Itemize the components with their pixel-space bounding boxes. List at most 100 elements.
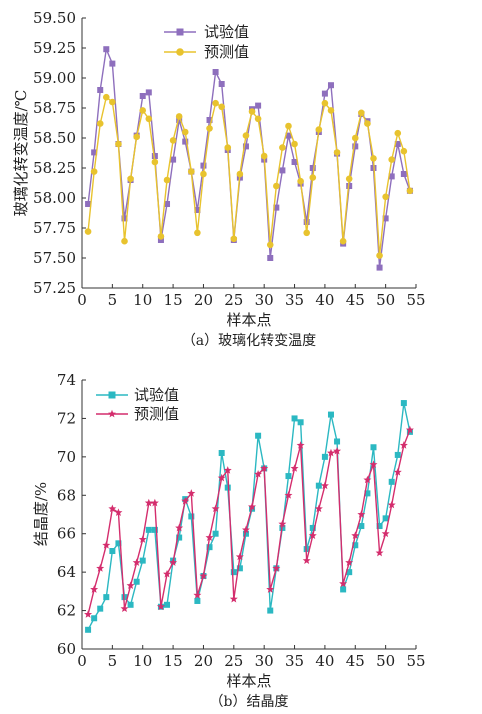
chart-a-x-tick-label: 30 bbox=[255, 291, 274, 309]
chart-b-series-2-line bbox=[87, 429, 411, 615]
chart-a-series-1-point bbox=[279, 167, 286, 174]
chart-b-y-tick-label: 64 bbox=[57, 563, 76, 581]
chart-a-y-tick-label: 58.00 bbox=[33, 189, 76, 207]
chart-a-legend-label-1: 试验值 bbox=[204, 23, 249, 41]
chart-b-series-2-point bbox=[308, 531, 317, 540]
chart-a-series-2-point bbox=[90, 168, 98, 175]
chart-a-series-2-point bbox=[388, 156, 396, 163]
chart-a-y-axis-title: 玻璃化转变温度/℃ bbox=[12, 90, 30, 217]
chart-b-series-1-point bbox=[218, 450, 225, 457]
chart-a-x-tick-label: 50 bbox=[376, 291, 395, 309]
chart-b-series-1-point bbox=[194, 597, 201, 604]
chart-a-series-2-point bbox=[382, 193, 389, 201]
chart-a-y-tick-label: 57.50 bbox=[33, 249, 76, 267]
chart-b-series-2-point bbox=[266, 585, 275, 593]
chart-b-series-1-point bbox=[139, 557, 146, 564]
chart-a-series-2-point bbox=[163, 176, 171, 184]
chart-a-legend-marker-2 bbox=[176, 48, 184, 56]
chart-b-series-1-point bbox=[206, 544, 213, 551]
chart-b-y-ticks: 60 62 64 66 68 70 72 74 bbox=[57, 371, 86, 658]
chart-a-series-1-point bbox=[291, 159, 298, 165]
chart-b-legend: 试验值 预测值 bbox=[96, 386, 179, 423]
chart-b-x-tick-label: 5 bbox=[108, 652, 118, 670]
chart-b-series-2-point bbox=[241, 525, 250, 534]
chart-a-x-tick-label: 45 bbox=[346, 291, 365, 309]
chart-b-series-2-point bbox=[375, 548, 384, 557]
chart-b-series-1-point bbox=[115, 540, 122, 547]
chart-b-y-tick-label: 68 bbox=[57, 486, 76, 504]
chart-a-series-2-point bbox=[115, 140, 122, 148]
chart-b-series-1-point bbox=[97, 605, 104, 612]
chart-b-series-1-point bbox=[236, 565, 243, 572]
chart-b-series-2-point bbox=[217, 473, 226, 482]
chart-a-series-1-point bbox=[212, 69, 219, 75]
chart-b-series-2-point bbox=[120, 604, 129, 613]
chart-a-plot-frame bbox=[81, 18, 416, 289]
chart-a-x-tick-label: 20 bbox=[194, 291, 213, 309]
chart-a-series-1-point bbox=[164, 201, 171, 207]
chart-a-caption: （a）玻璃化转变温度 bbox=[182, 332, 316, 349]
chart-a-series-2-point bbox=[358, 109, 365, 117]
chart-a-y-tick-label: 57.25 bbox=[33, 279, 76, 297]
chart-a-series-2-point bbox=[169, 137, 177, 144]
chart-a-series-2-point bbox=[157, 233, 165, 240]
chart-b-series-2-point bbox=[156, 602, 165, 611]
chart-b-series-2-point bbox=[193, 591, 202, 599]
chart-a-series-2-point bbox=[279, 144, 286, 151]
chart-b-series-2-point bbox=[132, 558, 141, 566]
chart-a-series-2-point bbox=[96, 120, 104, 127]
chart-b-series-2-point bbox=[175, 523, 184, 532]
chart-b-y-axis-title: 结晶度/% bbox=[32, 482, 50, 546]
chart-a-series bbox=[84, 46, 414, 271]
chart-a-series-1-point bbox=[242, 143, 249, 150]
chart-b-series-1-point bbox=[321, 453, 328, 460]
chart-b-series-1-point bbox=[145, 526, 152, 533]
chart-a-series-2-point bbox=[327, 107, 335, 114]
chart-a-series-1-point bbox=[352, 143, 359, 150]
chart-b-series-1-point bbox=[388, 478, 395, 485]
chart-a-y-tick-label: 58.50 bbox=[33, 129, 76, 147]
chart-a-series-1 bbox=[85, 46, 413, 271]
chart-b-series-2-point bbox=[320, 481, 329, 490]
chart-b-series-1-point bbox=[327, 411, 334, 418]
chart-b-series-2-point bbox=[345, 558, 354, 566]
chart-b-x-axis-title: 样本点 bbox=[226, 672, 271, 690]
chart-a-series-1-point bbox=[91, 149, 98, 156]
chart-a-series-2-point bbox=[248, 108, 256, 115]
chart-a-series-2-point bbox=[400, 147, 408, 155]
chart-b-series-1-point bbox=[109, 548, 116, 555]
chart-b-y-tick-label: 70 bbox=[57, 448, 76, 466]
chart-a-series-1-point bbox=[182, 138, 189, 145]
chart-b-x-tick-label: 20 bbox=[194, 652, 213, 670]
chart-a-series-1-point bbox=[321, 90, 328, 97]
chart-b-series-1-point bbox=[164, 601, 171, 608]
chart-b-series-1-point bbox=[297, 419, 304, 426]
chart-a-legend: 试验值 预测值 bbox=[164, 23, 249, 61]
chart-a-series-2-point bbox=[266, 241, 274, 249]
chart-a-x-tick-label: 25 bbox=[224, 291, 243, 309]
chart-a-y-ticks: 57.25 57.50 57.75 58.00 58.25 58.50 58.75 59.00… bbox=[33, 9, 86, 297]
chart-a-series-1-point bbox=[273, 204, 280, 211]
chart-b-y-tick-label: 60 bbox=[57, 640, 76, 658]
chart-a-series-1-line bbox=[87, 46, 411, 268]
chart-b-series-1-point bbox=[340, 586, 347, 593]
chart-a-series-1-point bbox=[157, 237, 164, 243]
chart-a-series-2-point bbox=[145, 115, 153, 123]
chart-a-series-1-point bbox=[303, 219, 310, 225]
chart-a-y-tick-label: 59.00 bbox=[33, 69, 76, 87]
chart-a-series-1-point bbox=[176, 117, 183, 123]
chart-b-series-1-point bbox=[133, 578, 140, 585]
chart-a-series-2-point bbox=[181, 128, 189, 136]
chart-a-y-tick-label: 59.50 bbox=[33, 9, 76, 27]
chart-a-series-2-point bbox=[406, 187, 414, 195]
chart-b-x-tick-label: 15 bbox=[164, 652, 183, 670]
chart-a-series-2-point bbox=[303, 229, 310, 237]
chart-b-series-1-point bbox=[230, 569, 237, 576]
chart-a-x-ticks: 0 5 10 15 20 25 30 35 40 45 50 55 bbox=[77, 284, 426, 309]
chart-a-series-2-point bbox=[109, 98, 116, 106]
chart-b-x-tick-label: 30 bbox=[255, 652, 274, 670]
chart-a-series-2-point bbox=[321, 99, 329, 107]
chart-b-series-1-point bbox=[406, 428, 413, 435]
chart-b-series-2-point bbox=[126, 581, 135, 589]
